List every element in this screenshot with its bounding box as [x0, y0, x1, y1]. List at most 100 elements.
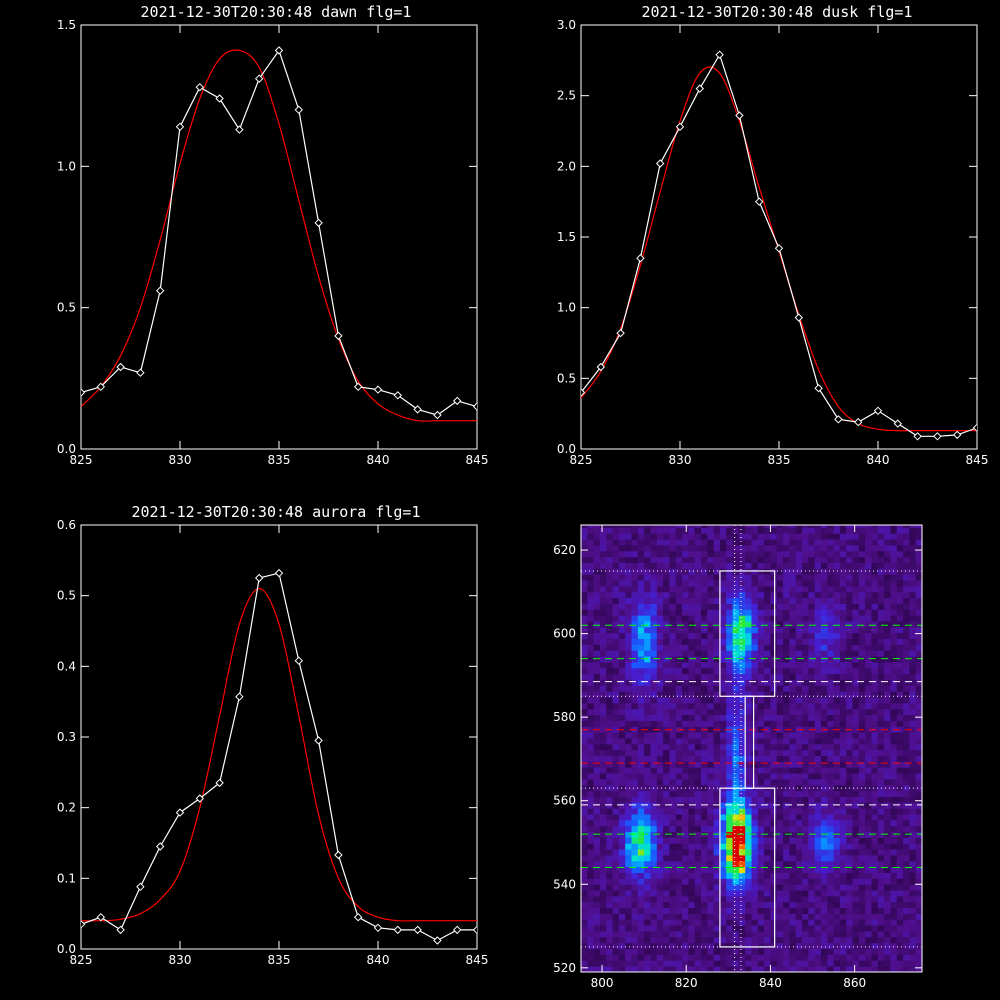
heatmap-cell	[833, 837, 841, 844]
heatmap-cell	[631, 802, 639, 809]
heatmap-cell	[852, 954, 860, 961]
heatmap-cell	[675, 545, 683, 552]
heatmap-cell	[903, 562, 910, 569]
heatmap-cell	[903, 685, 910, 692]
heatmap-cell	[707, 632, 715, 640]
heatmap-cell	[719, 585, 727, 593]
heatmap-cell	[770, 527, 778, 534]
heatmap-cell	[915, 784, 923, 792]
heatmap-cell	[776, 738, 784, 745]
heatmap-cell	[625, 708, 632, 716]
heatmap-cell	[814, 644, 822, 651]
heatmap-cell	[802, 591, 809, 599]
heatmap-cell	[650, 743, 658, 751]
heatmap-cell	[675, 539, 683, 546]
heatmap-cell	[896, 556, 904, 563]
heatmap-cell	[644, 866, 651, 873]
heatmap-cell	[745, 901, 752, 909]
heatmap-cell	[789, 779, 797, 786]
heatmap-cell	[846, 802, 853, 809]
aurora-ytick-label: 0.6	[57, 518, 76, 532]
heatmap-cell	[694, 773, 702, 780]
heatmap-cell	[846, 855, 853, 862]
heatmap-cell	[618, 556, 626, 563]
heatmap-cell	[915, 954, 923, 961]
heatmap-cell	[776, 609, 784, 616]
heatmap-cell	[833, 755, 841, 762]
heatmap-cell	[682, 632, 689, 640]
heatmap-cell	[669, 872, 677, 879]
heatmap-cell	[783, 626, 790, 634]
heatmap-cell	[669, 691, 677, 698]
heatmap-cell	[663, 679, 670, 686]
heatmap-cell	[915, 743, 923, 751]
heatmap-cell	[884, 808, 891, 815]
heatmap-cell	[732, 895, 740, 903]
heatmap-cell	[789, 790, 797, 797]
heatmap-cell	[644, 685, 651, 692]
heatmap-cell	[688, 568, 696, 575]
heatmap-cell	[663, 626, 670, 634]
heatmap-cell	[846, 966, 853, 973]
heatmap-cell	[833, 931, 841, 938]
heatmap-cell	[909, 550, 917, 558]
heatmap-cell	[877, 702, 885, 710]
heatmap-cell	[612, 895, 620, 903]
heatmap-cell	[915, 732, 923, 739]
heatmap-cell	[808, 954, 816, 961]
heatmap-cell	[682, 913, 689, 920]
heatmap-cell	[802, 685, 809, 692]
heatmap-cell	[745, 919, 752, 926]
heatmap-cell	[663, 872, 670, 879]
heatmap-cell	[802, 855, 809, 862]
heatmap-cell	[871, 936, 879, 944]
heatmap-cell	[682, 556, 689, 563]
dawn-ytick-label: 0.5	[57, 301, 76, 315]
heatmap-cell	[833, 527, 841, 534]
heatmap-cell	[732, 901, 740, 909]
heatmap-cell	[909, 749, 917, 756]
heatmap-cell	[820, 825, 828, 833]
heatmap-cell	[650, 931, 658, 938]
heatmap-cell	[909, 644, 917, 651]
heatmap-cell	[732, 872, 740, 879]
heatmap-cell	[644, 843, 651, 850]
heatmap-cell	[877, 533, 885, 540]
heatmap-cell	[833, 638, 841, 645]
heatmap-cell	[808, 808, 816, 815]
heatmap-cell	[612, 626, 620, 634]
heatmap-cell	[877, 779, 885, 786]
heatmap-cell	[915, 901, 923, 909]
heatmap-cell	[618, 679, 626, 686]
heatmap-cell	[751, 743, 759, 751]
heatmap-cell	[884, 819, 891, 827]
heatmap-cell	[909, 907, 917, 914]
heatmap-cell	[795, 966, 803, 973]
heatmap-cell	[625, 749, 632, 756]
heatmap-cell	[637, 901, 645, 909]
heatmap-cell	[783, 890, 790, 897]
heatmap-cell	[745, 527, 752, 534]
heatmap-cell	[631, 527, 639, 534]
heatmap-cell	[808, 960, 816, 967]
heatmap-cell	[833, 679, 841, 686]
heatmap-cell	[593, 831, 601, 838]
heatmap-cell	[650, 644, 658, 651]
heatmap-cell	[682, 714, 689, 721]
heatmap-cell	[707, 802, 715, 809]
heatmap-cell	[846, 732, 853, 739]
heatmap-cell	[852, 556, 860, 563]
heatmap-cell	[713, 644, 721, 651]
heatmap-cell	[808, 790, 816, 797]
heatmap-cell	[808, 673, 816, 680]
heatmap-cell	[877, 860, 885, 868]
heatmap-cell	[877, 591, 885, 599]
heatmap-cell	[852, 931, 860, 938]
heatmap-cell	[757, 708, 765, 716]
heatmap-cell	[738, 767, 746, 774]
heatmap-cell	[694, 556, 702, 563]
heatmap-cell	[631, 819, 639, 827]
heatmap-cell	[650, 895, 658, 903]
heatmap-cell	[858, 790, 866, 797]
heatmap-cell	[650, 673, 658, 680]
